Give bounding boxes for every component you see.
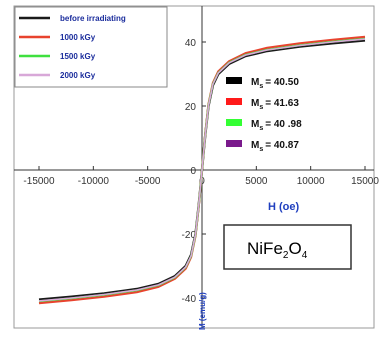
ms-label: Ms = 40.50 <box>251 77 299 90</box>
x-tick-label: 10000 <box>297 176 325 187</box>
x-axis-label: H (oe) <box>268 201 300 213</box>
series-line <box>38 38 366 302</box>
y-tick-label: -20 <box>182 230 197 241</box>
x-tick-label: -5000 <box>135 176 161 187</box>
axes: -15000 -10000 -5000 0 5000 10000 15000 -40 -20 0 2… <box>14 6 379 328</box>
legend-label: 2000 kGy <box>60 71 96 80</box>
legend-label: before irradiating <box>60 14 126 23</box>
ms-label: Ms = 40 .98 <box>251 119 302 132</box>
x-tick-label: -15000 <box>23 176 55 187</box>
ms-annotations: Ms = 40.50 Ms = 41.63 Ms = 40 .98 Ms = 40.87 <box>226 77 302 153</box>
x-tick-label: -10000 <box>78 176 110 187</box>
legend-label: 1000 kGy <box>60 33 96 42</box>
y-tick-label: -40 <box>182 294 197 305</box>
sample-label: NiFe2O4 <box>223 224 352 270</box>
ms-swatch <box>226 98 242 105</box>
ms-label: Ms = 40.87 <box>251 140 299 153</box>
plot-frame <box>13 5 375 329</box>
y-axis-label: M (emu/g) <box>198 292 207 330</box>
ms-label: Ms = 41.63 <box>251 98 299 111</box>
x-tick-label: 15000 <box>351 176 379 187</box>
legend: before irradiating 1000 kGy 1500 kGy 2000 k… <box>14 6 168 88</box>
x-tick-label: 0 <box>199 176 205 187</box>
y-tick-label: 0 <box>190 166 196 177</box>
y-tick-label: 40 <box>185 38 197 49</box>
sample-formula: NiFe2O4 <box>247 239 308 261</box>
legend-box <box>14 6 168 88</box>
legend-label: 1500 kGy <box>60 52 96 61</box>
y-tick-label: 20 <box>185 102 197 113</box>
ms-swatch <box>226 140 242 147</box>
sample-label-box <box>223 224 352 270</box>
ms-swatch <box>226 119 242 126</box>
curves <box>38 35 366 305</box>
ms-swatch <box>226 77 242 84</box>
x-tick-label: 5000 <box>245 176 268 187</box>
